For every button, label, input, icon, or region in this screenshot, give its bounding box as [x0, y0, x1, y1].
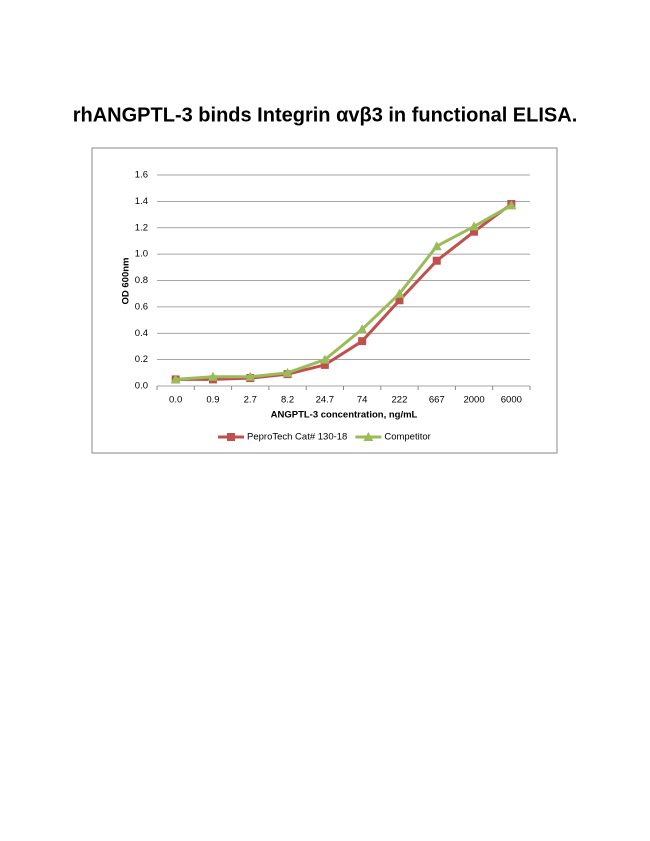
x-tick-label: 24.7: [316, 395, 335, 406]
legend-label: Competitor: [384, 432, 430, 443]
x-tick-label: 6000: [501, 395, 522, 406]
legend-label: PeproTech Cat# 130-18: [247, 432, 347, 443]
x-tick-label: 0.0: [169, 395, 182, 406]
y-tick-label: 1.4: [135, 196, 148, 207]
y-tick-label: 0.2: [135, 354, 148, 365]
chart-title: rhANGPTL-3 binds Integrin αvβ3 in functi…: [73, 104, 578, 126]
x-tick-label: 2.7: [244, 395, 257, 406]
marker: [170, 374, 181, 384]
marker: [320, 360, 329, 369]
chart-frame: [91, 147, 558, 454]
marker: [506, 200, 517, 210]
y-axis-label: OD 600nm: [121, 258, 132, 305]
marker: [319, 354, 330, 364]
marker: [431, 241, 442, 251]
y-tick-label: 0.6: [135, 301, 148, 312]
y-tick-label: 1.6: [135, 170, 148, 181]
y-tick-label: 0.8: [135, 275, 148, 286]
x-tick-label: 74: [357, 395, 368, 406]
marker: [282, 367, 293, 377]
marker: [358, 337, 367, 346]
x-tick-label: 222: [392, 395, 408, 406]
marker: [357, 324, 368, 334]
marker: [470, 227, 479, 236]
y-tick-label: 1.2: [135, 222, 148, 233]
y-tick-label: 0.4: [135, 328, 148, 339]
marker: [432, 256, 441, 265]
marker: [394, 288, 405, 298]
y-tick-label: 1.0: [135, 249, 148, 260]
x-tick-label: 8.2: [281, 395, 294, 406]
x-tick-label: 667: [429, 395, 445, 406]
x-tick-label: 2000: [463, 395, 484, 406]
x-axis-label: ANGPTL-3 concentration, ng/mL: [271, 410, 418, 421]
series-line: [175, 202, 513, 381]
series-line: [175, 204, 513, 381]
marker: [207, 371, 218, 381]
marker: [245, 371, 256, 381]
y-tick-label: 0.0: [135, 381, 148, 392]
marker: [227, 433, 235, 441]
x-tick-label: 0.9: [206, 395, 219, 406]
marker: [395, 296, 404, 305]
marker: [469, 221, 480, 231]
marker: [363, 432, 374, 441]
